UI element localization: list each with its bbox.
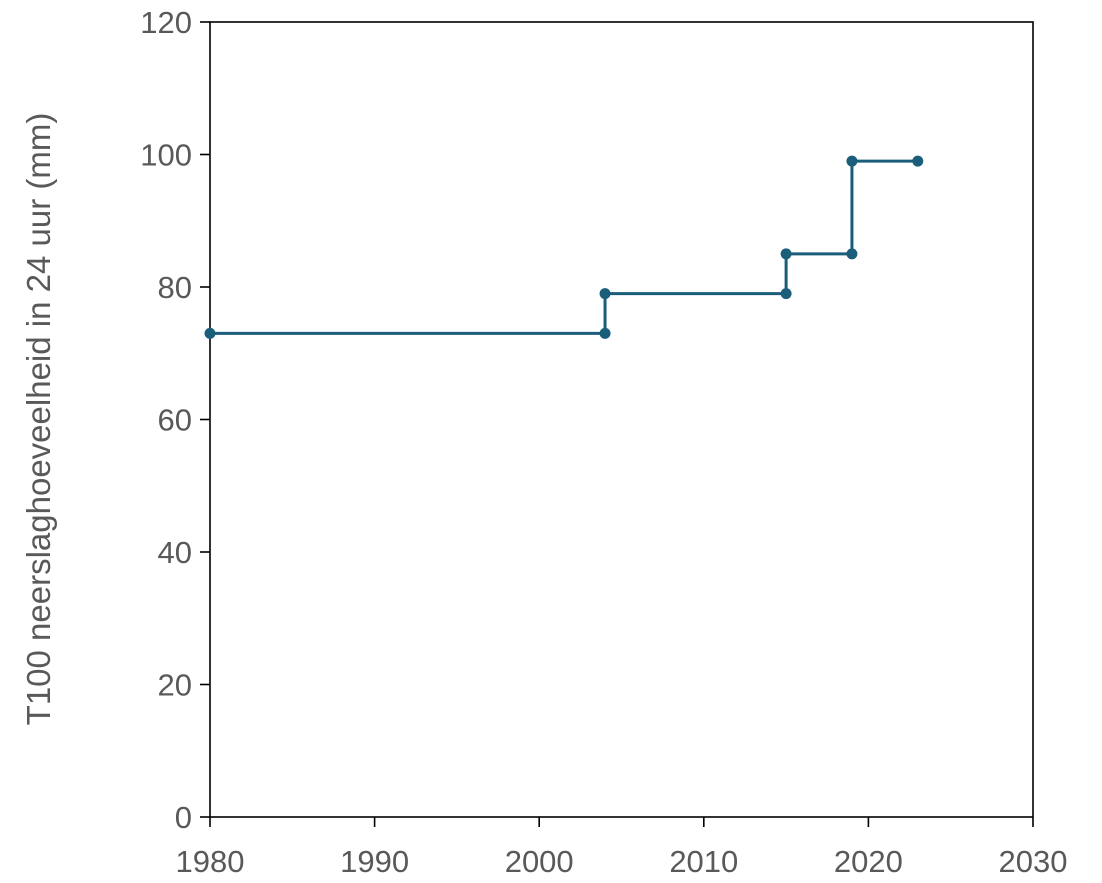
data-point: [780, 248, 792, 260]
plot-area: [209, 21, 1034, 818]
y-tick-label: 0: [175, 800, 192, 835]
y-tick-label: 60: [158, 403, 192, 438]
y-tick-label: 80: [158, 270, 192, 305]
y-tick-label: 40: [158, 535, 192, 570]
series-line: [210, 159, 918, 335]
x-tick-label: 2010: [669, 844, 738, 879]
y-tick-label: 120: [140, 5, 192, 40]
x-axis-ticks: 1980 1990 2000 2010 2020 2030: [176, 817, 1068, 879]
data-point: [599, 288, 611, 300]
data-point: [599, 327, 611, 339]
data-point: [780, 288, 792, 300]
data-point: [204, 327, 216, 339]
x-tick-label: 1980: [176, 844, 245, 879]
x-tick-label: 2030: [999, 844, 1068, 879]
x-tick-label: 1990: [340, 844, 409, 879]
y-axis-title: T100 neerslaghoeveelheid in 24 uur (mm): [20, 113, 57, 726]
data-point: [846, 248, 858, 260]
y-tick-label: 20: [158, 668, 192, 703]
data-point: [912, 155, 924, 167]
series-layer: [204, 155, 924, 339]
x-tick-label: 2020: [834, 844, 903, 879]
x-tick-label: 2000: [505, 844, 574, 879]
data-point: [846, 155, 858, 167]
y-axis-ticks: 0 20 40 60 80 100 120: [140, 5, 210, 835]
y-tick-label: 100: [140, 138, 192, 173]
